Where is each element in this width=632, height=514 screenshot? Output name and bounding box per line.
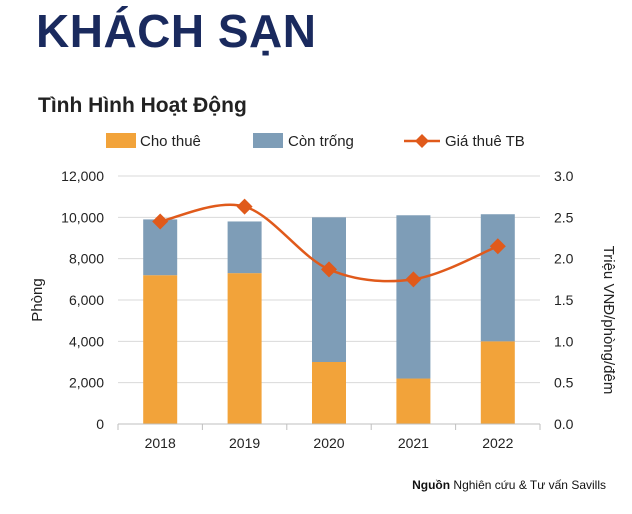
legend-label-price: Giá thuê TB <box>445 133 525 150</box>
y2-tick-label: 2.5 <box>554 209 574 225</box>
legend-label-vacant: Còn trống <box>288 133 354 150</box>
y2-tick-label: 0.0 <box>554 416 574 432</box>
y-tick-label: 2,000 <box>69 375 104 391</box>
y2-tick-label: 0.5 <box>554 375 574 391</box>
page-title: KHÁCH SẠN <box>36 5 317 57</box>
y-tick-label: 6,000 <box>69 292 104 308</box>
legend-swatch-rented <box>106 133 136 148</box>
bar-vacant <box>227 221 262 274</box>
x-tick-label: 2019 <box>229 435 260 451</box>
chart-title: Tình Hình Hoạt Động <box>38 94 247 117</box>
y2-tick-label: 2.0 <box>554 251 574 267</box>
axis-layer: 0 0.0 2,000 0.5 4,000 1.0 6,000 1.5 8,000 2.0 10,0… <box>29 168 617 451</box>
source-label: Nguồn <box>412 478 451 492</box>
price-point <box>489 238 506 255</box>
y-tick-label: 0 <box>96 416 104 432</box>
bar-vacant <box>480 214 515 342</box>
legend-label-rented: Cho thuê <box>140 133 201 150</box>
x-tick-label: 2022 <box>482 435 513 451</box>
legend-swatch-vacant <box>253 133 283 148</box>
legend-marker-price <box>415 134 429 148</box>
line-layer <box>152 198 506 288</box>
bar-vacant <box>396 215 431 379</box>
bar-vacant <box>312 217 346 362</box>
x-tick-label: 2020 <box>313 435 344 451</box>
bar-rented <box>312 362 346 424</box>
legend: Cho thuê Còn trống Giá thuê TB <box>106 133 525 150</box>
y2-tick-label: 3.0 <box>554 168 574 184</box>
y2-tick-label: 1.5 <box>554 292 574 308</box>
x-tick-label: 2021 <box>398 435 429 451</box>
y-tick-label: 8,000 <box>69 251 104 267</box>
y2-axis-title: Triệu VNĐ/phòng/đêm <box>600 246 617 395</box>
price-point <box>321 261 337 278</box>
price-point <box>405 271 422 288</box>
price-point <box>236 198 253 215</box>
y-tick-label: 12,000 <box>61 168 104 184</box>
y2-tick-label: 1.0 <box>554 333 574 349</box>
bar-rented <box>227 273 262 424</box>
bars-layer <box>143 214 515 424</box>
y-tick-label: 10,000 <box>61 209 104 225</box>
y-tick-label: 4,000 <box>69 333 104 349</box>
bar-rented <box>480 341 515 424</box>
bar-rented <box>143 275 178 424</box>
price-point <box>152 213 169 230</box>
x-tick-label: 2018 <box>145 435 176 451</box>
y-axis-title: Phòng <box>29 278 46 321</box>
source-note: Nguồn Nghiên cứu & Tư vấn Savills <box>412 478 606 492</box>
source-text: Nghiên cứu & Tư vấn Savills <box>450 478 606 492</box>
bar-rented <box>396 378 431 424</box>
